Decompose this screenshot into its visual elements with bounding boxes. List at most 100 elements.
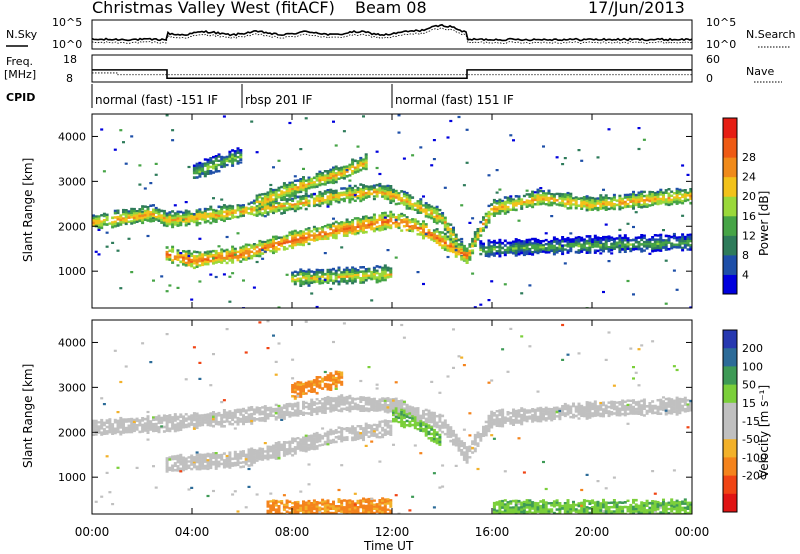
echo-cell [190,423,194,426]
echo-cell [413,226,417,230]
echo-cell [192,416,196,419]
echo-cell [462,453,466,457]
echo-cell [236,421,240,424]
echo-cell [321,514,324,517]
echo-cell [386,197,390,201]
echo-cell [326,170,330,173]
echo-cell [667,192,671,195]
echo-cell [664,239,668,242]
echo-cell [203,453,207,457]
echo-cell [351,500,355,503]
echo-cell [432,218,436,221]
echo-cell [165,222,169,225]
echo-cell [348,405,352,409]
echo-cell [686,242,690,245]
echo-cell [310,443,314,446]
echo-cell [419,452,423,455]
echo-cell [247,455,251,458]
echo-cell [689,188,692,191]
echo-cell [307,275,311,278]
freq-panel [91,54,693,83]
echo-cell [332,172,335,176]
echo-cell [201,218,205,221]
echo-cell [296,385,300,389]
echo-cell [362,224,365,228]
echo-cell [525,203,529,206]
echo-cell [337,273,341,277]
echo-cell [277,206,281,210]
echo-cell [299,232,303,235]
echo-cell [689,190,692,193]
echo-cell [217,462,221,466]
echo-cell [285,241,289,244]
echo-cell [258,417,262,420]
echo-cell [277,416,281,419]
echo-cell [422,237,425,240]
echo-cell [457,245,461,249]
echo-cell [362,229,365,232]
echo-cell [372,191,376,194]
echo-cell [353,189,357,192]
echo-cell [255,194,259,197]
echo-cell [315,380,319,384]
echo-cell [111,216,115,220]
echo-cell [282,196,286,199]
echo-cell [195,419,199,422]
echo-cell [184,419,188,422]
echo-cell [539,202,543,206]
echo-cell [503,209,507,213]
echo-cell [397,420,401,424]
echo-cell [359,187,363,191]
echo-cell [310,504,314,507]
echo-cell [116,426,120,429]
echo-cell [533,246,537,249]
echo-cell [340,229,344,233]
echo-cell [263,195,267,198]
echo-cell [340,174,344,177]
echo-cell [367,500,371,503]
echo-cell [135,417,139,420]
echo-cell [640,238,644,242]
echo-cell [364,506,368,510]
echo-cell [293,501,297,504]
echo-cell [214,168,218,171]
echo-cell [337,226,341,230]
echo-cell [220,418,224,421]
echo-cell [269,183,273,187]
echo-cell [198,253,202,256]
echo-cell [318,501,322,505]
echo-cell [441,246,445,250]
echo-cell [239,253,243,256]
echo-cell [367,226,371,229]
echo-cell [443,237,447,240]
echo-cell [138,164,142,167]
echo-cell [149,204,153,207]
echo-cell [312,432,316,436]
colorbar-swatch [723,235,737,256]
echo-cell [198,419,202,422]
echo-cell [498,247,502,251]
echo-cell [588,244,592,247]
echo-cell [285,407,289,410]
echo-cell [261,447,265,451]
echo-cell [678,236,682,239]
echo-cell [315,278,319,281]
echo-cell [280,445,284,449]
echo-cell [430,205,434,209]
echo-cell [629,205,633,208]
echo-cell [157,217,161,220]
echo-cell [432,235,436,238]
echo-cell [263,192,267,196]
echo-cell [299,509,303,512]
echo-cell [512,139,515,142]
freq-label: Freq. [6,55,33,68]
echo-cell [678,188,682,191]
echo-cell [653,234,657,237]
echo-cell [102,432,106,435]
echo-cell [672,243,676,246]
echo-cell [184,461,188,464]
echo-cell [569,249,573,253]
echo-cell [154,429,158,432]
echo-cell [182,213,185,217]
colorbar-swatch [723,254,737,275]
